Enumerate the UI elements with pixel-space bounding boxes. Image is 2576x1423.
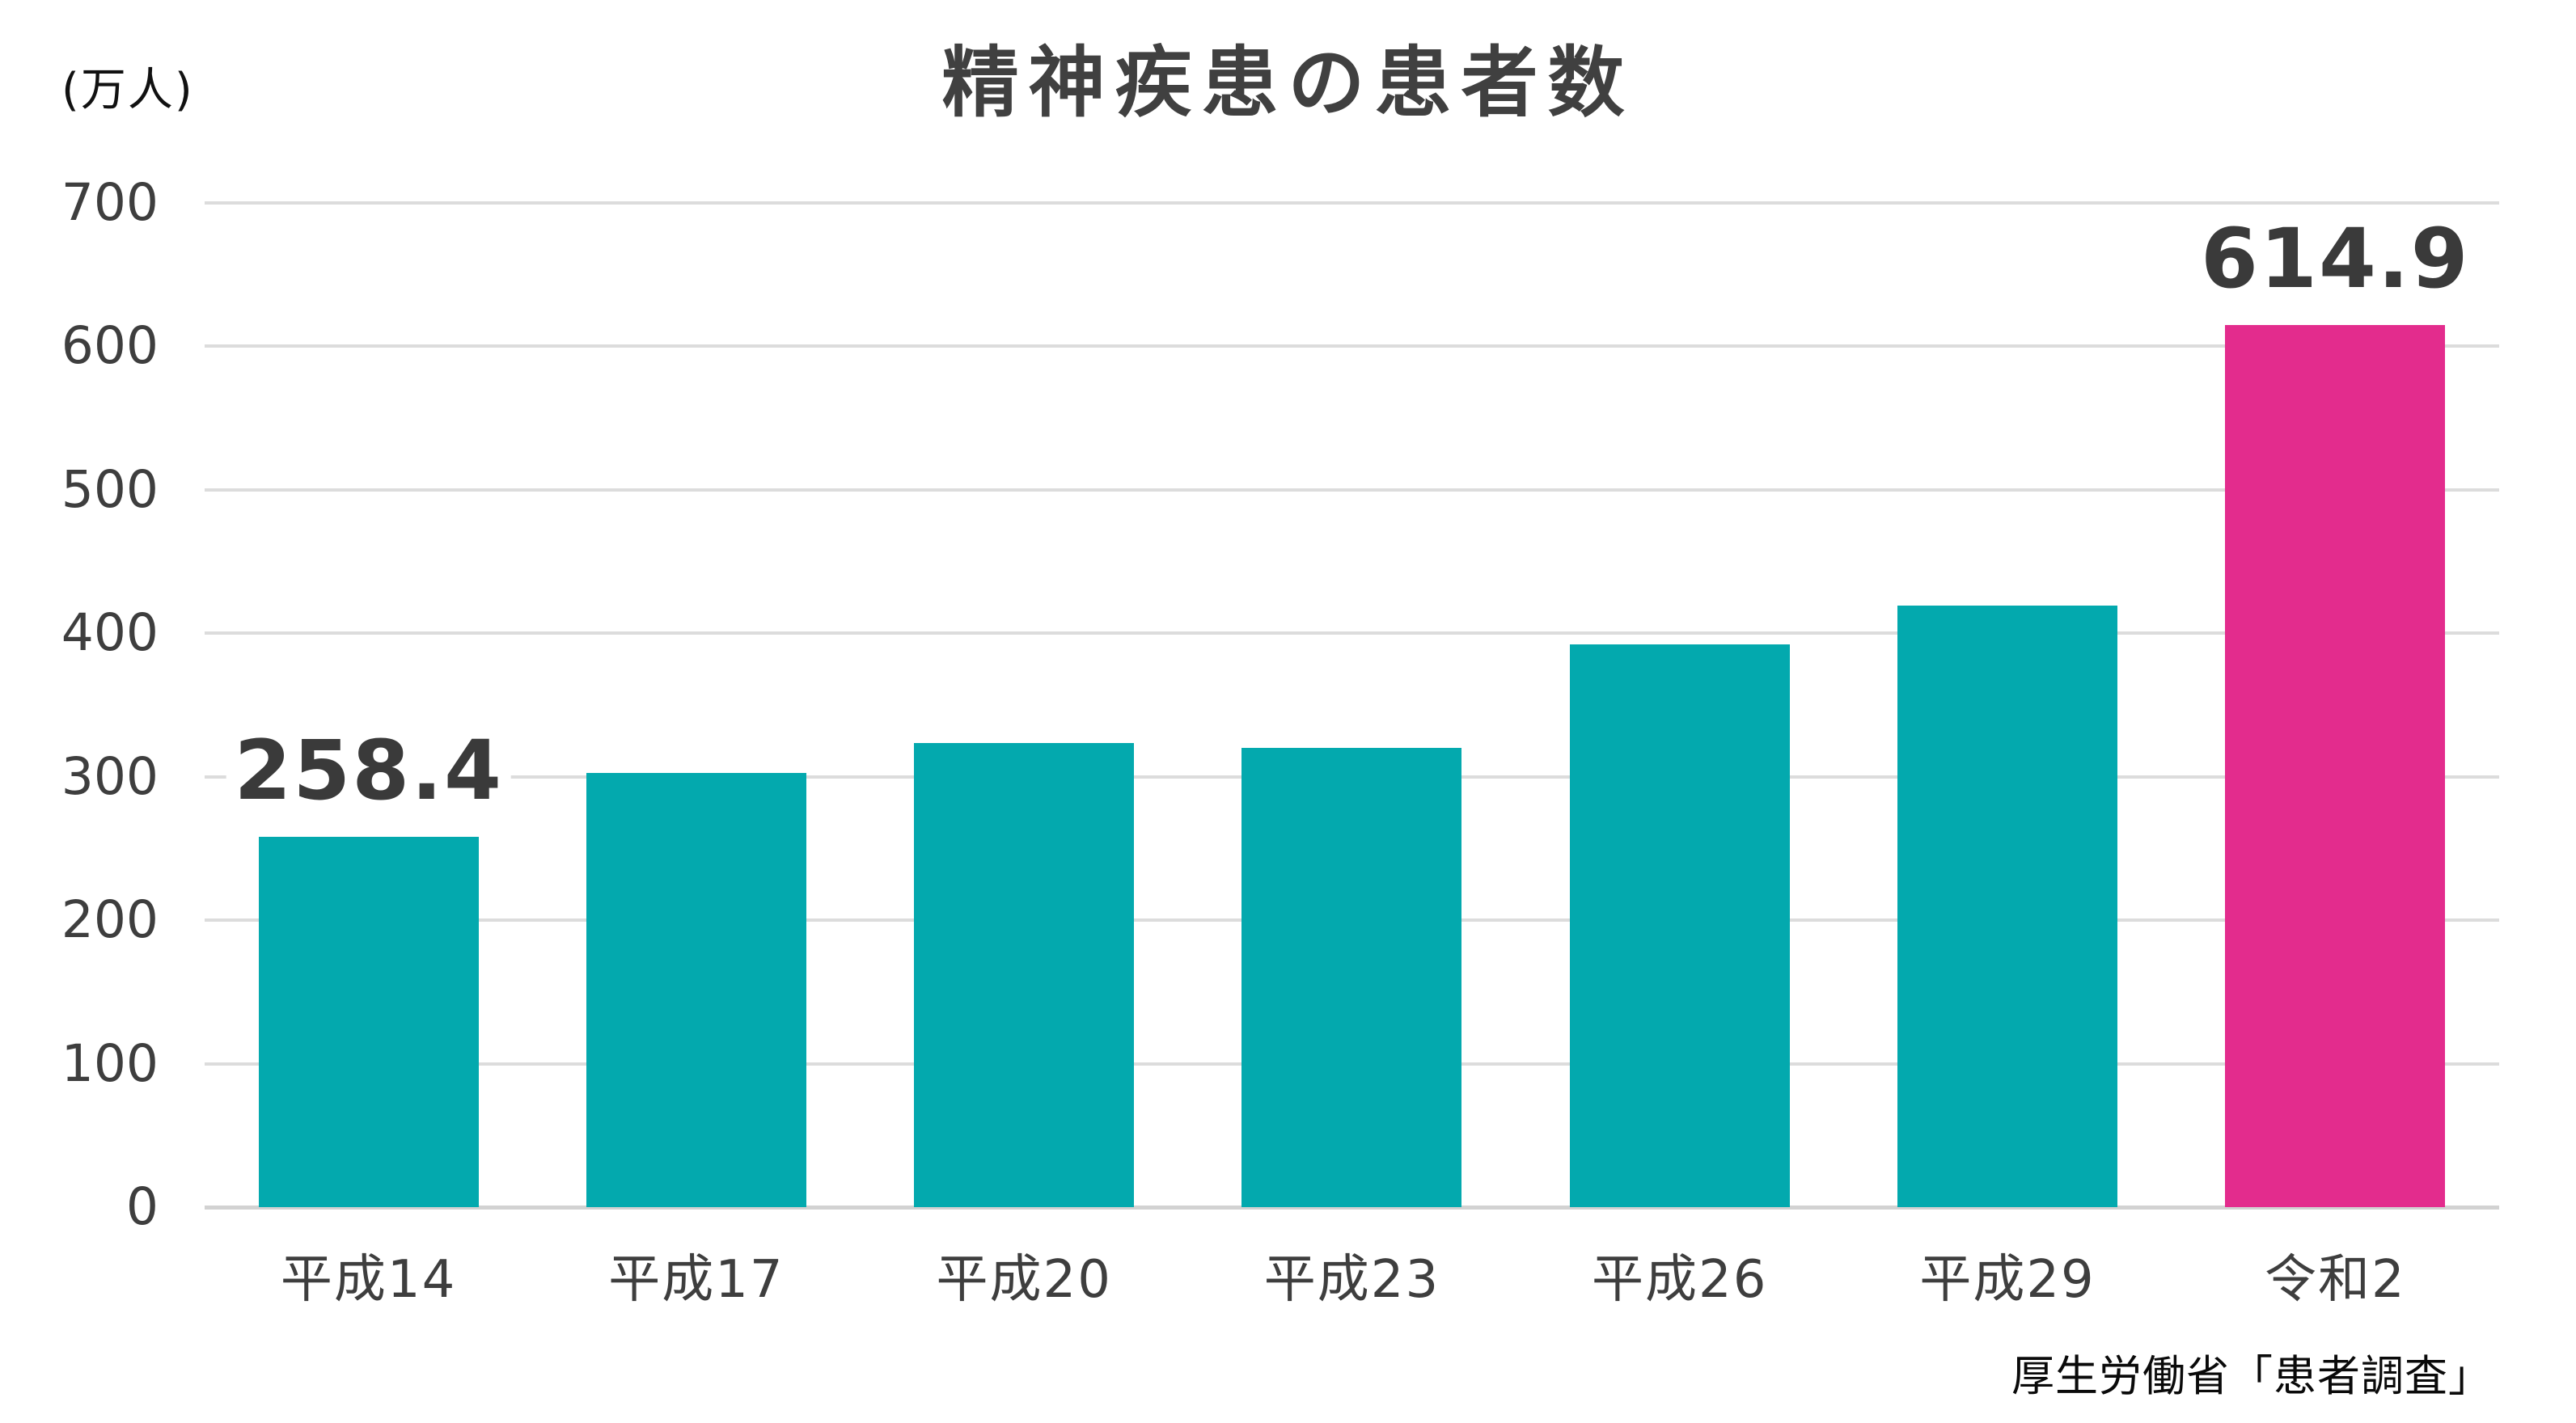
bar-column-平成17: [532, 203, 860, 1207]
gridline-400: [205, 631, 2499, 635]
bar-令和2: 614.9: [2193, 218, 2478, 1207]
bar-value-label-令和2: 614.9: [2193, 218, 2478, 301]
bar-平成17: [586, 772, 806, 1207]
gridline-600: [205, 344, 2499, 348]
y-tick-label-0: 0: [125, 1177, 159, 1236]
y-tick-label-600: 600: [61, 316, 159, 376]
x-tick-label-平成20: 平成20: [936, 1250, 1112, 1310]
bar-column-平成26: [1516, 203, 1843, 1207]
y-tick-label-400: 400: [61, 603, 159, 663]
bars-row: 258.4 614.9: [205, 203, 2499, 1207]
x-tick-label-平成17: 平成17: [608, 1250, 785, 1310]
x-axis-line: [205, 1206, 2499, 1210]
y-tick-label-300: 300: [61, 746, 159, 806]
y-tick-label-500: 500: [61, 459, 159, 519]
bar-平成26: [1569, 644, 1790, 1207]
source-note: 厚生労働省「患者調査」: [2011, 1352, 2492, 1401]
y-tick-label-100: 100: [61, 1033, 159, 1093]
gridline-500: [205, 488, 2499, 492]
bar-column-平成29: [1843, 203, 2171, 1207]
bar-column-平成20: [861, 203, 1188, 1207]
x-tick-label-令和2: 令和2: [2264, 1250, 2406, 1310]
x-tick-label-平成14: 平成14: [280, 1250, 457, 1310]
bar-value-label-平成14: 258.4: [226, 729, 511, 813]
x-axis: 平成14 平成17 平成20 平成23 平成26 平成29 令和2: [205, 1238, 2499, 1312]
bar-column-令和2: 614.9: [2172, 203, 2499, 1207]
bar-column-平成14: 258.4: [205, 203, 532, 1207]
gridline-700: [205, 201, 2499, 205]
y-tick-label-700: 700: [61, 173, 159, 232]
x-tick-label-平成29: 平成29: [1919, 1250, 2096, 1310]
bar-平成29: [1897, 606, 2118, 1207]
y-tick-label-200: 200: [61, 890, 159, 950]
bar-平成14: 258.4: [226, 729, 511, 1207]
x-tick-label-平成23: 平成23: [1263, 1250, 1440, 1310]
y-axis-unit-label: (万人): [61, 64, 194, 116]
bar-平成23: [1241, 748, 1462, 1207]
bar-column-平成23: [1188, 203, 1516, 1207]
x-tick-label-平成26: 平成26: [1592, 1250, 1768, 1310]
chart-title: 精神疾患の患者数: [941, 39, 1635, 128]
bar-平成20: [914, 743, 1135, 1207]
